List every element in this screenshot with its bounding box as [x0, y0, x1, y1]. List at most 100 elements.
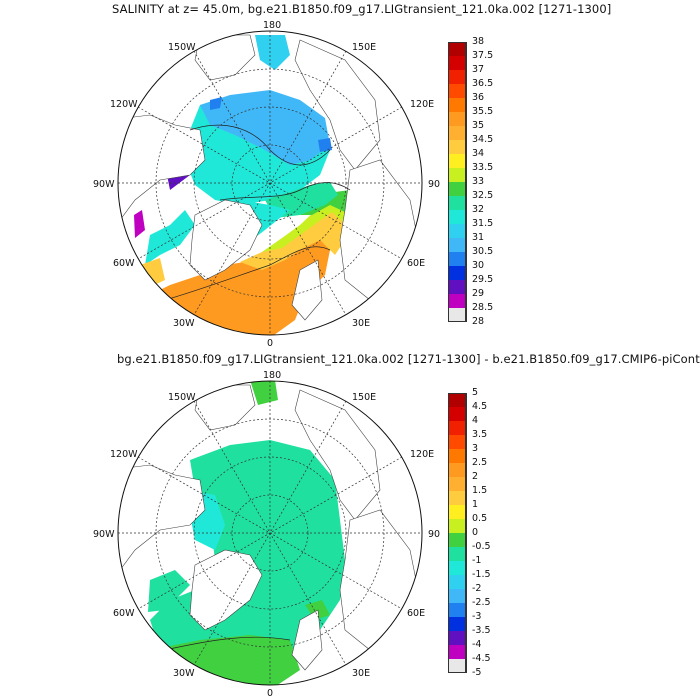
colorbar-label: -2.5 — [472, 597, 491, 608]
colorbar-swatch — [448, 547, 467, 561]
colorbar-swatch — [448, 70, 467, 84]
colorbar-label: 34 — [472, 148, 485, 159]
svg-text:30E: 30E — [352, 318, 370, 329]
colorbar-label: 4 — [472, 415, 479, 426]
colorbar-label: 29.5 — [472, 274, 494, 285]
colorbar-label: 32 — [472, 204, 485, 215]
svg-text:0: 0 — [267, 688, 273, 699]
colorbar-swatch — [448, 561, 467, 575]
colorbar-swatch — [448, 280, 467, 294]
map-title-difference: bg.e21.B1850.f09_g17.LIGtransient_121.0k… — [117, 352, 700, 366]
colorbar-swatch — [448, 589, 467, 603]
colorbar-label: -5 — [472, 667, 482, 678]
colorbar-label: -0.5 — [472, 541, 491, 552]
svg-text:90W: 90W — [93, 529, 115, 540]
svg-text:90E: 90E — [428, 179, 440, 190]
colorbar-label: 2.5 — [472, 457, 488, 468]
svg-text:120E: 120E — [410, 449, 434, 460]
colorbar-label: 1 — [472, 499, 479, 510]
colorbar-label: 38 — [472, 36, 485, 47]
colorbar-label: 28 — [472, 316, 485, 327]
colorbar-swatch — [448, 98, 467, 112]
colorbar-swatch — [448, 463, 467, 477]
graticule — [118, 381, 422, 685]
colorbar-swatch — [448, 449, 467, 463]
svg-text:150E: 150E — [352, 392, 376, 403]
colorbar-frame — [448, 393, 466, 673]
colorbar-swatch — [448, 631, 467, 645]
svg-text:90E: 90E — [428, 529, 440, 540]
colorbar-swatch — [448, 252, 467, 266]
colorbar-swatch — [448, 154, 467, 168]
salinity-polar-map: 180 150W 150E 120W 120E 90W 90E 60W 60E … — [93, 20, 440, 349]
graticule — [118, 31, 422, 335]
colorbar-label: -3.5 — [472, 625, 491, 636]
colorbar-label: 35 — [472, 120, 485, 131]
colorbar-label: 37 — [472, 64, 485, 75]
colorbar-label: 29 — [472, 288, 485, 299]
salinity-colorbar: 38 37.5 37 36.5 36 35.5 35 34.5 34 33.5 33 32.5 32 31… — [448, 37, 493, 327]
siberia-land — [294, 39, 381, 171]
colorbar-swatch — [448, 126, 467, 140]
colorbar-label: -1.5 — [472, 569, 491, 580]
svg-text:60E: 60E — [407, 258, 425, 269]
svg-text:150W: 150W — [168, 42, 196, 53]
colorbar-label: 3 — [472, 443, 479, 454]
colorbar-label: 37.5 — [472, 50, 494, 61]
colorbar-label: 36 — [472, 92, 485, 103]
colorbar-swatch — [448, 266, 467, 280]
colorbar-swatch — [448, 182, 467, 196]
difference-colorbar: 5 4.5 4 3.5 3 2.5 2 1.5 1 0.5 0 -0.5 -1 -1.5 -2 -2.5 -3 -… — [448, 388, 491, 678]
colorbar-label: 33.5 — [472, 162, 494, 173]
svg-text:180: 180 — [263, 370, 281, 381]
colorbar-swatch — [448, 168, 467, 182]
colorbar-label: 28.5 — [472, 302, 494, 313]
map-boundary — [117, 380, 423, 686]
colorbar-swatch — [448, 533, 467, 547]
map-title-salinity: SALINITY at z= 45.0m, bg.e21.B1850.f09_g… — [112, 2, 612, 16]
svg-text:120E: 120E — [410, 99, 434, 110]
atlantic-high-salinity — [150, 235, 330, 335]
colorbar-label: 2 — [472, 471, 479, 482]
colorbar-swatch — [448, 112, 467, 126]
colorbar-swatch — [448, 407, 467, 421]
colorbar-swatch — [448, 575, 467, 589]
colorbar-swatch — [448, 42, 467, 56]
svg-text:60W: 60W — [113, 608, 135, 619]
colorbar-frame — [448, 42, 466, 322]
map-boundary — [117, 30, 423, 336]
colorbar-label: 31.5 — [472, 218, 494, 229]
north-america-land — [118, 114, 206, 226]
colorbar-label: 35.5 — [472, 106, 494, 117]
svg-text:120W: 120W — [110, 99, 138, 110]
colorbar-label: 34.5 — [472, 134, 494, 145]
colorbar-label: 30.5 — [472, 246, 494, 257]
colorbar-label: 0.5 — [472, 513, 488, 524]
colorbar-swatch — [448, 645, 467, 659]
colorbar-label: 30 — [472, 260, 485, 271]
colorbar-swatch — [448, 210, 467, 224]
colorbar-swatch — [448, 238, 467, 252]
svg-text:0: 0 — [267, 338, 273, 349]
colorbar-swatch — [448, 224, 467, 238]
lon-label-180: 180 — [263, 20, 281, 31]
colorbar-swatch — [448, 617, 467, 631]
colorbar-label: 32.5 — [472, 190, 494, 201]
colorbar-swatch — [448, 140, 467, 154]
colorbar-swatch — [448, 477, 467, 491]
colorbar-swatch — [448, 308, 467, 322]
colorbar-swatch — [448, 421, 467, 435]
scandinavia-land — [291, 259, 323, 321]
svg-text:60W: 60W — [113, 258, 135, 269]
colorbar-label: 0 — [472, 527, 479, 538]
colorbar-label: 33 — [472, 176, 485, 187]
colorbar-swatch — [448, 659, 467, 673]
svg-text:30E: 30E — [352, 668, 370, 679]
colorbar-swatch — [448, 519, 467, 533]
greenland-land — [189, 199, 263, 281]
colorbar-swatch — [448, 294, 467, 308]
alaska-land — [194, 34, 256, 81]
colorbar-label: 36.5 — [472, 78, 494, 89]
colorbar-swatch — [448, 56, 467, 70]
colorbar-label: 3.5 — [472, 429, 488, 440]
